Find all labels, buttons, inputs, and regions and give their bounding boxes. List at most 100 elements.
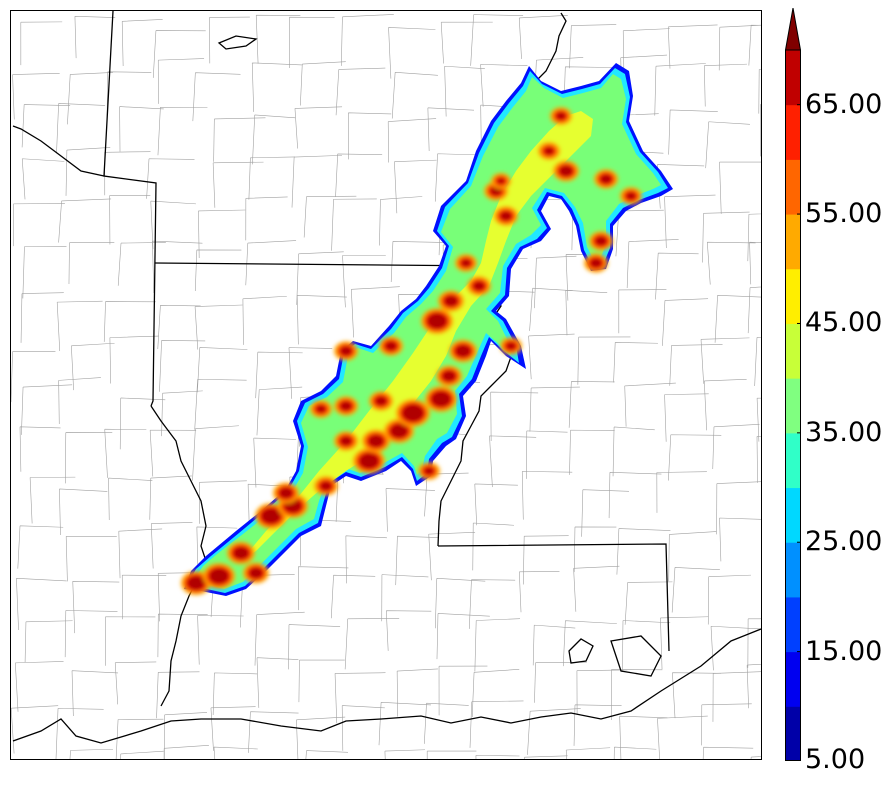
county-boundary: [613, 342, 658, 383]
county-boundary: [341, 14, 394, 66]
county-boundary: [534, 661, 587, 703]
county-boundary: [471, 669, 520, 717]
colorbar-segment: [785, 159, 801, 215]
county-boundary: [212, 672, 258, 715]
county-boundary: [756, 435, 761, 483]
lake-pontchartrain: [568, 638, 594, 664]
county-boundary: [746, 663, 761, 709]
county-boundary: [294, 106, 343, 149]
county-boundary: [470, 14, 524, 66]
colorbar-segment: [785, 268, 801, 324]
county-boundary: [11, 705, 59, 754]
county-boundary: [716, 481, 761, 535]
county-boundary: [67, 72, 113, 125]
county-boundary: [518, 15, 568, 59]
county-boundary: [655, 252, 699, 300]
storm-cell: [340, 436, 352, 446]
county-boundary: [157, 58, 205, 104]
county-boundary: [385, 488, 435, 532]
county-boundary: [608, 472, 662, 519]
county-boundary: [444, 65, 485, 117]
county-boundary: [490, 391, 539, 442]
colorbar-segment: [785, 214, 801, 270]
storm-cell: [590, 258, 602, 268]
county-boundary: [17, 525, 64, 569]
county-boundary: [163, 745, 209, 759]
county-boundary: [194, 378, 247, 430]
county-boundary: [668, 109, 718, 155]
county-boundary: [654, 63, 706, 116]
storm-cell: [626, 192, 636, 200]
county-boundary: [577, 336, 631, 385]
county-boundary: [341, 705, 385, 751]
county-boundary: [106, 71, 152, 123]
county-boundary: [288, 624, 341, 670]
storm-cell: [340, 346, 352, 356]
colorbar: [785, 8, 801, 761]
county-boundary: [615, 209, 664, 257]
county-boundary: [573, 526, 617, 573]
county-boundary: [440, 21, 493, 64]
county-boundary: [703, 379, 747, 431]
county-boundary: [342, 255, 386, 308]
county-boundary: [568, 381, 615, 428]
county-boundary: [667, 24, 718, 69]
county-boundary: [747, 213, 761, 262]
county-boundary: [303, 195, 357, 238]
county-boundary: [15, 661, 64, 712]
county-boundary: [157, 106, 208, 156]
county-boundary: [656, 471, 707, 513]
county-boundary: [532, 624, 576, 666]
county-boundary: [108, 477, 153, 520]
county-boundary: [21, 158, 65, 200]
county-boundary: [351, 286, 400, 338]
county-boundary: [518, 571, 560, 613]
county-boundary: [750, 756, 761, 759]
storm-cell: [279, 487, 293, 499]
county-boundary: [474, 483, 518, 526]
county-boundary: [69, 748, 113, 759]
colorbar-segment: [785, 487, 801, 543]
county-boundary: [161, 390, 203, 437]
county-boundary: [330, 574, 376, 619]
county-boundary: [712, 423, 760, 469]
storm-cell: [320, 481, 332, 491]
county-boundary: [59, 488, 108, 535]
county-boundary: [149, 475, 192, 520]
county-boundary: [289, 16, 335, 69]
county-boundary: [573, 704, 622, 746]
state-border-east-line: [437, 543, 670, 652]
county-boundary: [68, 242, 115, 285]
county-boundary: [58, 377, 101, 425]
county-boundary: [573, 565, 620, 612]
county-boundary: [72, 580, 120, 634]
intense-cells: [181, 107, 642, 595]
county-boundary: [522, 535, 569, 585]
storm-cell: [368, 434, 384, 448]
county-boundary: [109, 194, 151, 245]
county-boundary: [618, 289, 667, 334]
colorbar-segment: [785, 50, 801, 106]
county-boundary: [662, 298, 709, 346]
county-boundary: [534, 255, 577, 309]
storm-cell: [442, 370, 456, 382]
storm-cell: [261, 508, 281, 524]
map-panel: [10, 10, 762, 760]
county-boundary: [619, 715, 668, 759]
county-boundary: [13, 203, 65, 247]
lake-north: [217, 35, 258, 50]
coastline: [12, 628, 761, 744]
county-boundary: [348, 112, 392, 160]
storm-cell: [497, 177, 505, 185]
storm-cell: [431, 391, 451, 407]
county-boundary: [707, 574, 751, 625]
storm-cell: [385, 341, 397, 351]
county-boundary: [427, 107, 475, 152]
county-boundary: [298, 566, 349, 611]
county-boundary: [256, 657, 299, 708]
county-boundary: [65, 432, 113, 484]
county-boundary: [388, 27, 436, 79]
county-boundary: [344, 618, 400, 670]
county-boundary: [305, 750, 348, 759]
colorbar-segment: [785, 104, 801, 160]
